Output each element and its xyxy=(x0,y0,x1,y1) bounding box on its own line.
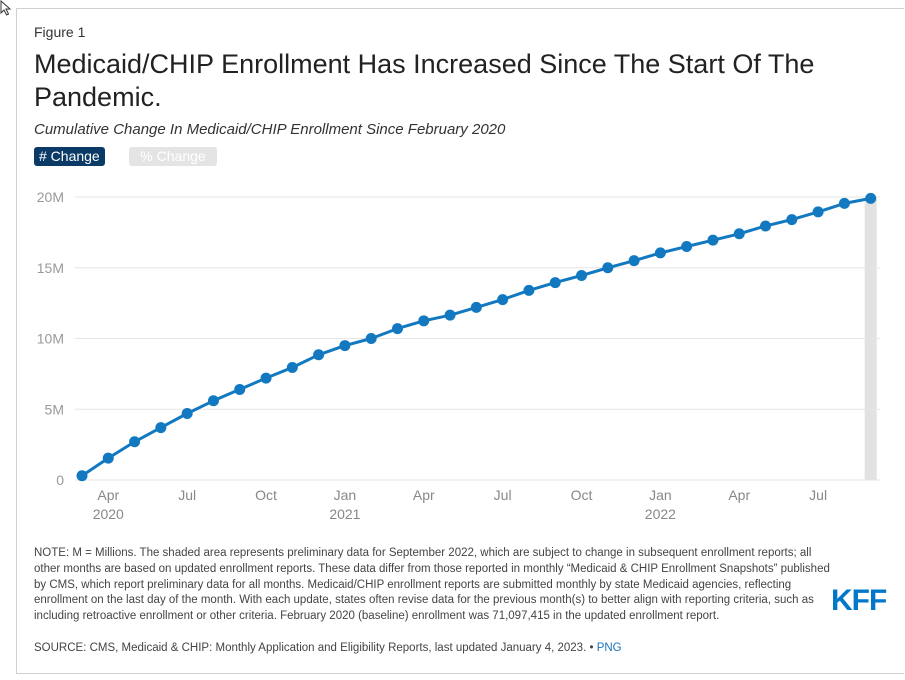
data-point xyxy=(733,228,745,240)
x-tick-label: Jul xyxy=(178,487,196,503)
x-year-label: 2020 xyxy=(93,506,124,522)
data-point xyxy=(444,309,456,321)
data-point xyxy=(865,192,877,204)
data-point xyxy=(365,333,377,344)
data-point xyxy=(707,234,719,246)
x-tick-label: Oct xyxy=(571,487,593,503)
data-point xyxy=(681,241,693,253)
data-point xyxy=(812,206,824,218)
x-tick-label: Oct xyxy=(255,487,277,503)
figure-frame xyxy=(16,8,904,674)
data-point xyxy=(207,395,219,407)
data-point xyxy=(181,407,193,419)
data-point xyxy=(760,220,772,232)
figure-label: Figure 1 xyxy=(34,24,86,40)
data-point xyxy=(102,452,114,464)
chart-title: Medicaid/CHIP Enrollment Has Increased S… xyxy=(34,49,815,112)
chart-note: NOTE: M = Millions. The shaded area repr… xyxy=(34,547,830,623)
data-point xyxy=(129,436,141,448)
series-line xyxy=(81,196,871,478)
data-point xyxy=(260,372,272,384)
data-point xyxy=(838,197,850,209)
data-point xyxy=(523,284,535,296)
y-tick-label: 10M xyxy=(37,331,64,347)
x-year-label: 2021 xyxy=(329,506,360,522)
data-point xyxy=(234,383,246,395)
x-tick-label: Apr xyxy=(97,487,119,503)
x-tick-label: Jul xyxy=(494,487,512,503)
data-point xyxy=(286,362,298,374)
data-point xyxy=(628,255,640,267)
y-tick-label: 20M xyxy=(37,189,64,205)
data-point xyxy=(339,340,351,352)
mouse-cursor-icon xyxy=(0,0,12,16)
data-point xyxy=(654,247,666,259)
data-point xyxy=(549,277,561,289)
x-tick-label: Apr xyxy=(728,487,750,503)
data-point xyxy=(576,270,588,282)
data-point xyxy=(76,470,88,482)
x-year-label: 2022 xyxy=(645,506,676,522)
data-point xyxy=(470,301,482,313)
data-point xyxy=(313,349,325,361)
chart-subtitle: Cumulative Change In Medicaid/CHIP Enrol… xyxy=(34,121,506,138)
y-tick-label: 15M xyxy=(37,260,64,276)
source-text: SOURCE: CMS, Medicaid & CHIP: Monthly Ap… xyxy=(34,642,594,654)
x-tick-label: Jul xyxy=(809,487,827,503)
data-point xyxy=(786,214,798,226)
number-change-toggle[interactable]: # Change xyxy=(34,147,105,166)
x-tick-label: Jan xyxy=(334,487,357,503)
percent-change-toggle[interactable]: % Change xyxy=(129,147,217,166)
y-tick-label: 5M xyxy=(45,401,64,417)
y-tick-label: 0 xyxy=(56,472,64,488)
x-tick-label: Apr xyxy=(413,487,435,503)
png-download-link[interactable]: PNG xyxy=(596,642,622,654)
data-point xyxy=(418,315,430,327)
x-tick-label: Jan xyxy=(649,487,672,503)
data-point xyxy=(155,422,167,434)
kff-logo: KFF xyxy=(831,584,887,617)
data-point xyxy=(602,262,614,274)
data-point xyxy=(497,294,509,306)
data-point xyxy=(391,323,403,335)
chart-source: SOURCE: CMS, Medicaid & CHIP: Monthly Ap… xyxy=(34,642,622,654)
enrollment-line-chart: 0 5M 10M 15M 20M Apr 2020 Jul Oct Jan 2021 Apr Jul Oc… xyxy=(37,189,880,522)
